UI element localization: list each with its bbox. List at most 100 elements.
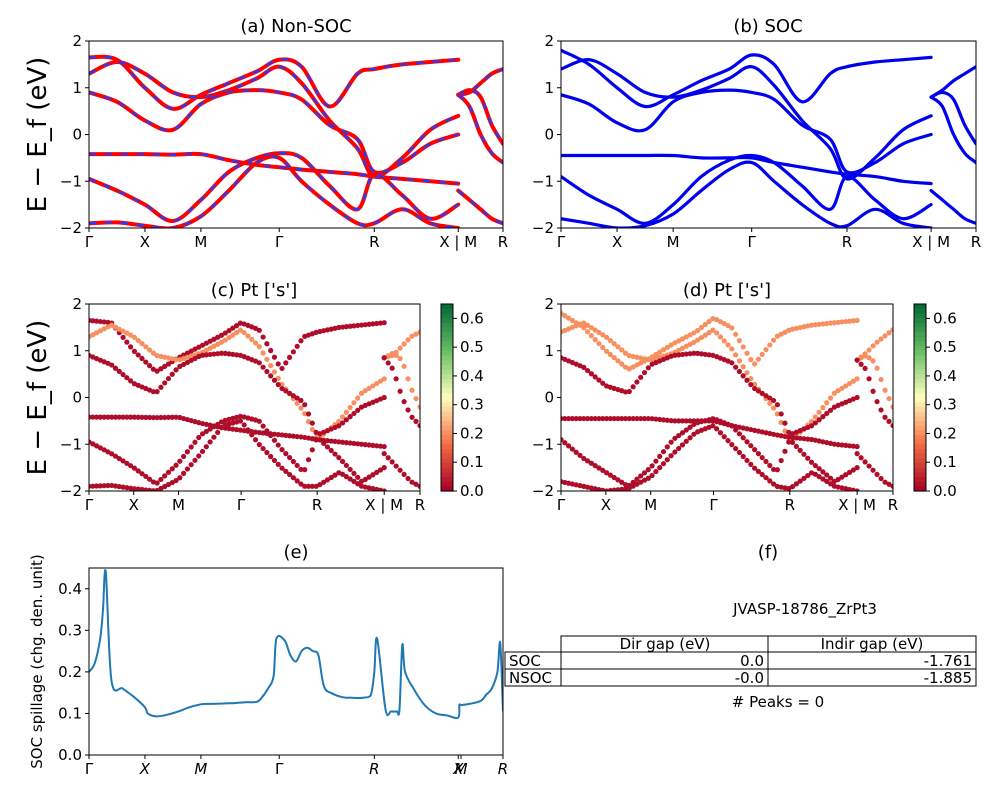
scatter-point: [203, 428, 209, 435]
y-axis-label: E − E_f (eV): [23, 320, 53, 476]
scatter-point: [812, 471, 818, 477]
scatter-point: [105, 482, 111, 489]
scatter-point: [660, 417, 667, 423]
scatter-point: [619, 415, 625, 422]
scatter-point: [736, 368, 743, 375]
scatter-point: [397, 355, 403, 362]
scatter-point: [698, 324, 705, 331]
scatter-point: [755, 468, 762, 474]
scatter-point: [584, 415, 591, 422]
scatter-point: [850, 443, 856, 449]
scatter-point: [805, 472, 811, 479]
scatter-point: [385, 360, 391, 366]
scatter-point: [226, 351, 232, 357]
scatter-point: [97, 318, 103, 325]
scatter-point: [271, 369, 278, 375]
scatter-point: [109, 451, 115, 457]
scatter-point: [139, 355, 145, 362]
scatter-point: [797, 478, 803, 484]
scatter-point: [797, 447, 803, 453]
scatter-point: [196, 453, 202, 459]
x-tick-label: M: [172, 496, 185, 514]
colorbar-segment: [441, 472, 453, 478]
scatter-point: [698, 351, 705, 357]
scatter-point: [759, 390, 765, 396]
scatter-point: [305, 411, 312, 417]
scatter-point: [173, 356, 179, 363]
colorbar-segment: [914, 364, 926, 371]
scatter-point: [702, 351, 708, 357]
scatter-point: [600, 487, 606, 491]
scatter-point: [657, 465, 663, 471]
colorbar-segment: [914, 392, 926, 399]
scatter-point: [789, 484, 796, 490]
x-tick-label: Γ: [747, 233, 756, 251]
scatter-point: [381, 488, 387, 491]
scatter-point: [290, 433, 296, 439]
scatter-point: [850, 378, 856, 384]
x-tick-label: M: [644, 496, 657, 514]
scatter-point: [843, 472, 849, 478]
scatter-point: [218, 332, 225, 338]
scatter-point: [158, 414, 164, 421]
scatter-point: [169, 371, 175, 377]
scatter-point: [302, 483, 308, 489]
scatter-point: [820, 414, 826, 420]
colorbar-tick-label: 0.0: [933, 482, 957, 500]
table-row: [504, 668, 977, 687]
scatter-point: [294, 395, 300, 401]
colorbar-tick-label: 0.2: [460, 424, 484, 442]
scatter-point: [854, 443, 860, 450]
scatter-point: [653, 416, 659, 422]
scatter-point: [752, 385, 758, 392]
y-tick-label: −1: [60, 172, 82, 190]
scatter-point: [676, 352, 682, 358]
scatter-point: [252, 340, 259, 346]
colorbar-segment: [914, 411, 926, 417]
y-tick-label: −2: [532, 482, 554, 500]
band-line: [929, 90, 976, 146]
scatter-point: [858, 355, 864, 361]
scatter-point: [797, 435, 803, 441]
scatter-point: [283, 360, 289, 366]
scatter-point: [90, 483, 96, 489]
scatter-point: [385, 455, 391, 461]
scatter-point: [733, 427, 739, 433]
scatter-point: [592, 337, 598, 343]
band-line: [89, 54, 461, 111]
scatter-point: [596, 340, 602, 347]
band-line-overlay: [89, 55, 459, 110]
scatter-point: [854, 394, 860, 401]
scatter-point: [162, 380, 168, 386]
scatter-point: [370, 383, 376, 389]
scatter-point: [767, 395, 773, 401]
scatter-point: [850, 467, 856, 473]
y-tick-label: 0.1: [58, 704, 82, 722]
scatter-point: [638, 473, 644, 479]
scatter-point: [97, 483, 103, 489]
scatter-point: [668, 453, 674, 459]
scatter-point: [882, 479, 888, 485]
scatter-point: [286, 433, 293, 439]
scatter-point: [664, 344, 670, 351]
x-tick-label: Γ: [557, 233, 566, 251]
scatter-point: [748, 461, 754, 467]
scatter-point: [366, 321, 372, 327]
x-tick-label: Γ: [709, 496, 718, 514]
scatter-point: [173, 477, 179, 484]
scatter-point: [290, 458, 296, 465]
colorbar-segment: [441, 448, 453, 455]
scatter-point: [271, 377, 278, 383]
scatter-point: [687, 351, 693, 357]
scatter-point: [839, 385, 845, 391]
scatter-point: [283, 432, 289, 438]
scatter-point: [317, 481, 323, 488]
scatter-point: [249, 432, 255, 438]
scatter-point: [600, 380, 606, 386]
bands-group: [89, 54, 503, 228]
scatter-point: [668, 439, 674, 445]
scatter-point: [355, 481, 361, 487]
colorbar-segment: [914, 304, 926, 310]
scatter-point: [154, 480, 160, 486]
scatter-point: [858, 455, 864, 461]
